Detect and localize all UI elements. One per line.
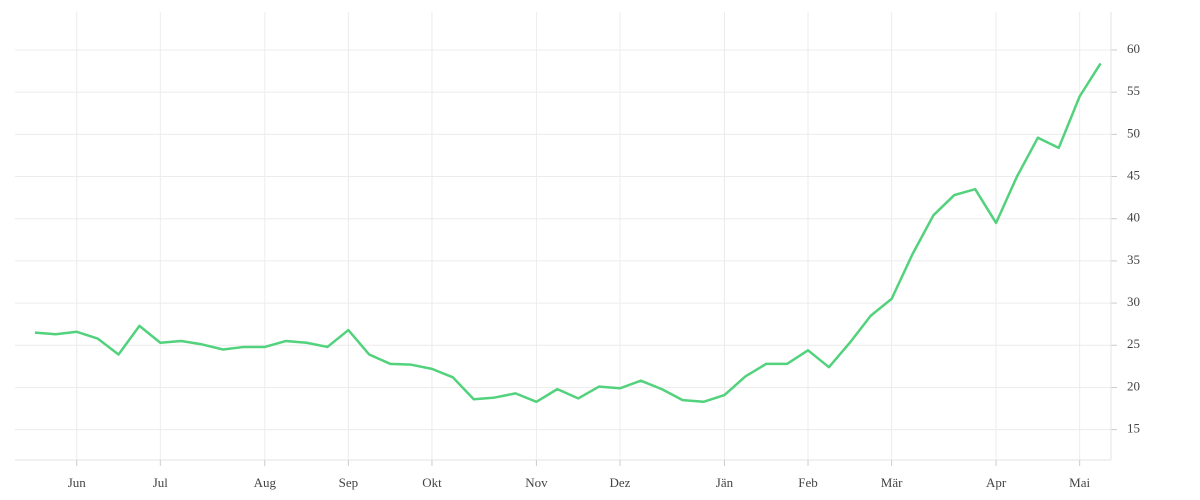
y-tick-label: 35 [1127,252,1140,267]
x-tick-label: Mär [881,475,903,490]
x-tick-label: Feb [798,475,818,490]
x-tick-label: Jän [716,475,734,490]
y-tick-label: 45 [1127,168,1140,183]
y-tick-label: 20 [1127,378,1140,393]
x-tick-label: Aug [254,475,277,490]
y-tick-label: 50 [1127,125,1140,140]
y-tick-label: 60 [1127,41,1140,56]
x-tick-label: Okt [422,475,442,490]
x-tick-label: Jul [153,475,169,490]
x-tick-label: Nov [525,475,548,490]
x-tick-label: Mai [1069,475,1090,490]
x-tick-label: Dez [610,475,631,490]
y-tick-label: 55 [1127,83,1140,98]
y-tick-label: 40 [1127,210,1140,225]
x-tick-label: Jun [68,475,87,490]
x-tick-label: Apr [986,475,1007,490]
y-tick-label: 30 [1127,294,1140,309]
line [34,62,1102,404]
y-tick-label: 15 [1127,421,1140,436]
x-tick-label: Sep [339,475,359,490]
y-tick-label: 25 [1127,336,1140,351]
